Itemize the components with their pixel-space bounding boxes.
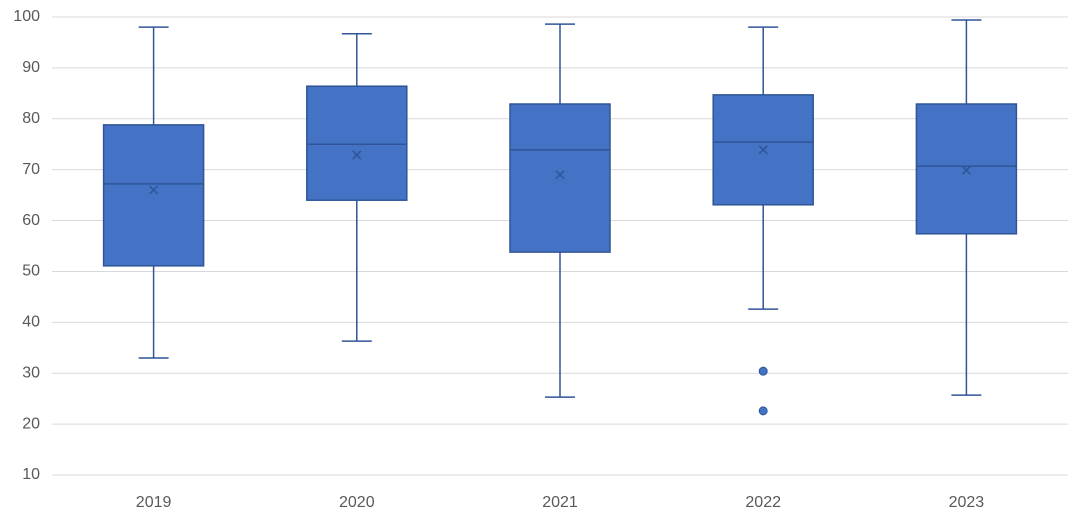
mean-marker <box>352 150 362 160</box>
box <box>102 124 205 267</box>
x-tick-label: 2019 <box>136 494 172 511</box>
x-tick-label: 2022 <box>745 494 781 511</box>
y-tick-label: 20 <box>22 415 40 432</box>
y-tick-label: 10 <box>22 466 40 483</box>
box <box>915 103 1018 235</box>
y-tick-label: 100 <box>13 8 40 25</box>
y-tick-label: 40 <box>22 314 40 331</box>
mean-marker <box>758 145 768 155</box>
box <box>306 85 408 201</box>
outlier <box>758 366 768 376</box>
mean-marker <box>149 185 159 195</box>
x-tick-label: 2023 <box>949 494 985 511</box>
outlier <box>758 406 768 416</box>
y-tick-label: 60 <box>22 212 40 229</box>
x-tick-label: 2021 <box>542 494 578 511</box>
y-tick-label: 70 <box>22 161 40 178</box>
mean-marker <box>555 170 565 180</box>
y-tick-label: 30 <box>22 364 40 381</box>
y-tick-label: 90 <box>22 59 40 76</box>
x-tick-label: 2020 <box>339 494 375 511</box>
mean-marker <box>961 165 971 175</box>
y-tick-label: 80 <box>22 110 40 127</box>
box <box>509 103 611 253</box>
y-tick-label: 50 <box>22 263 40 280</box>
